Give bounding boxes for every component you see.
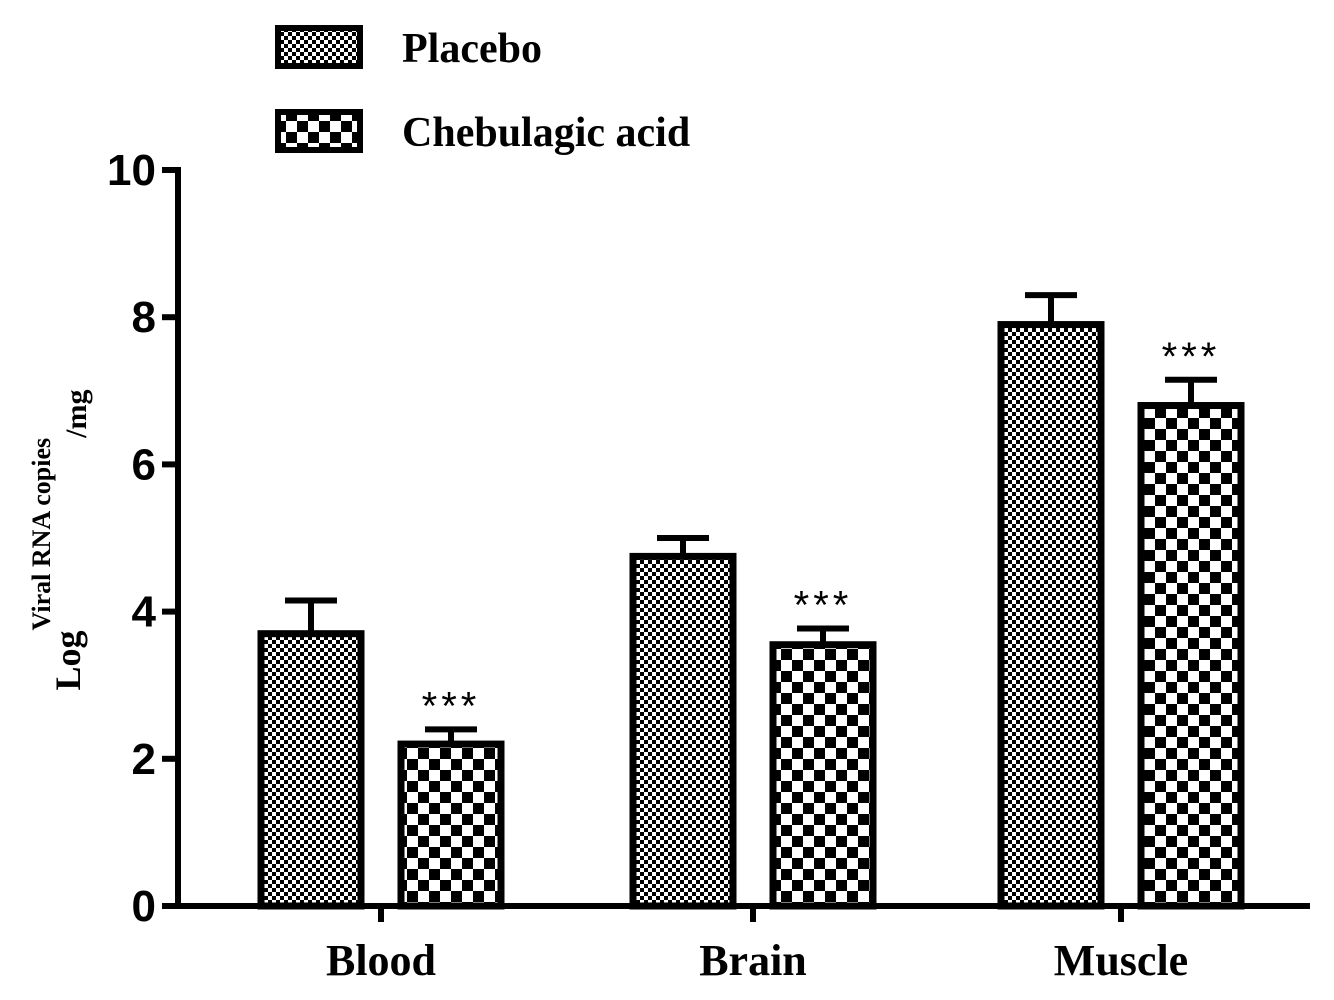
y-axis-label-superscript: Viral RNA copies [27, 438, 56, 631]
y-tick-label-4: 8 [132, 293, 156, 342]
y-tick-label-2: 4 [132, 588, 157, 637]
legend-label-chebulagic-acid: Chebulagic acid [402, 110, 690, 156]
legend-swatch-placebo [275, 25, 363, 69]
y-tick-label-1: 2 [132, 735, 156, 784]
x-tick-label-muscle: Muscle [1054, 936, 1188, 985]
legend-item-chebulagic-acid: Chebulagic acid [275, 109, 690, 156]
bar-chebulagic-acid-blood [397, 740, 505, 910]
legend: Placebo Chebulagic acid [275, 25, 690, 156]
legend-item-placebo: Placebo [275, 25, 542, 72]
bar-placebo-muscle [997, 321, 1105, 910]
bar-chebulagic-acid-brain [769, 641, 877, 910]
significance-brain: *** [794, 584, 853, 628]
svg-text:LogViral RNA copies/mg: LogViral RNA copies/mg [27, 390, 93, 691]
y-axis-label: LogViral RNA copies/mg [27, 390, 93, 691]
y-axis-label-subscript: /mg [60, 390, 93, 439]
y-tick-label-0: 0 [132, 882, 156, 931]
significance-blood: *** [422, 684, 481, 728]
legend-swatch-chebulagic-acid [275, 109, 363, 153]
bar-placebo-blood [257, 630, 365, 910]
x-tick-label-brain: Brain [699, 936, 807, 985]
significance-muscle: *** [1162, 335, 1221, 379]
x-tick-label-blood: Blood [326, 936, 436, 985]
bar-placebo-brain [629, 552, 737, 910]
y-axis-label-base: Log [48, 630, 88, 690]
plot-area: 0 2 4 6 8 10 Blood *** Brain *** Muscle *** [107, 146, 1310, 985]
bar-chebulagic-acid-muscle [1137, 402, 1245, 910]
legend-label-placebo: Placebo [402, 26, 542, 72]
y-tick-label-5: 10 [107, 146, 156, 195]
y-tick-label-3: 6 [132, 440, 156, 489]
